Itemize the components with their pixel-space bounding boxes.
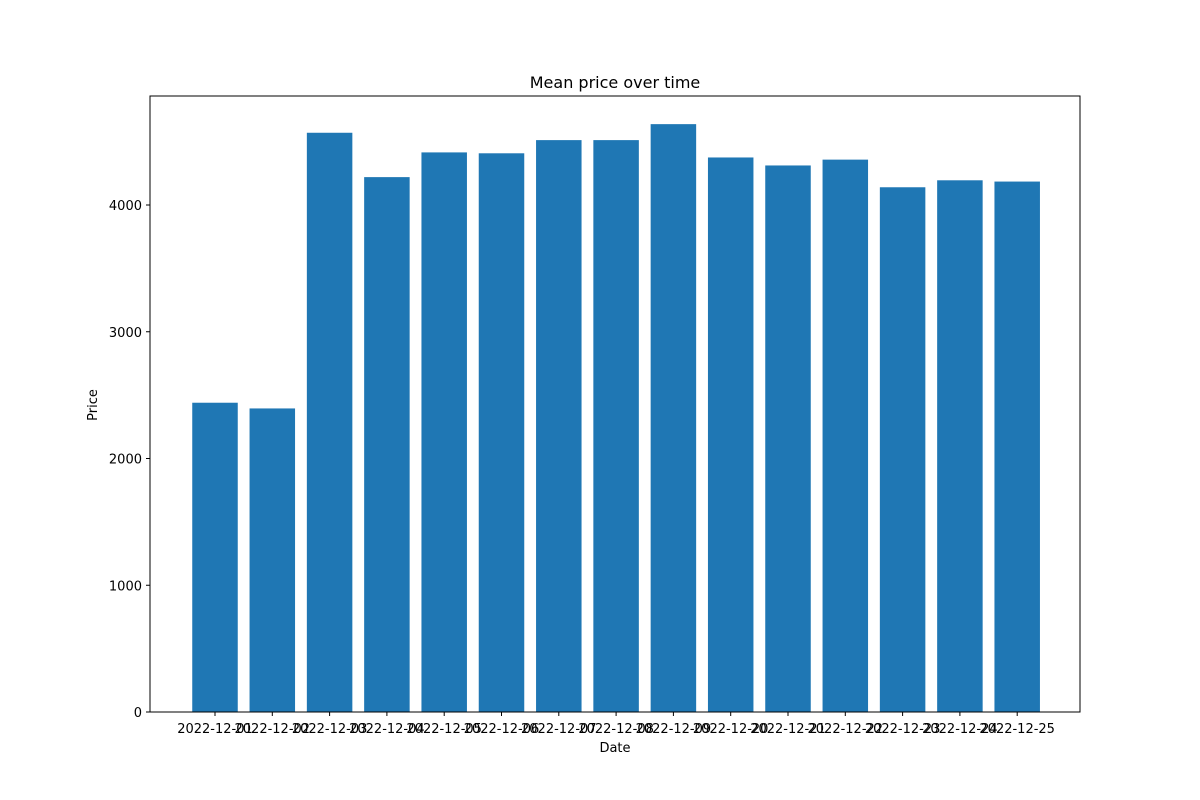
plot-frame [149, 95, 1081, 713]
y-tick-label: 1000 [109, 579, 142, 594]
bar-2022-12-04 [364, 177, 410, 712]
y-axis-ticks: 0 1000 2000 3000 4000 [109, 199, 150, 721]
x-tick-label: 2022-12-01 [177, 722, 253, 737]
x-tick-label: 2022-12-03 [292, 722, 368, 737]
x-tick-label: 2022-12-09 [636, 722, 712, 737]
x-tick-label: 2022-12-20 [693, 722, 769, 737]
chart-title: Mean price over time [530, 73, 701, 92]
x-tick-label: 2022-12-22 [808, 722, 884, 737]
bar-2022-12-25 [994, 181, 1040, 712]
bar-2022-12-22 [822, 159, 869, 712]
x-tick-label: 2022-12-21 [750, 722, 826, 737]
x-tick-label: 2022-12-24 [922, 722, 998, 737]
y-tick-label: 4000 [109, 199, 142, 214]
bar-2022-12-07 [536, 140, 582, 713]
y-tick-label: 0 [134, 706, 142, 721]
x-tick-label: 2022-12-23 [865, 722, 941, 737]
x-tick-label: 2022-12-08 [578, 722, 654, 737]
x-tick-label: 2022-12-05 [406, 722, 482, 737]
x-tick-label: 2022-12-07 [521, 722, 597, 737]
x-tick-label: 2022-12-04 [349, 722, 425, 737]
bar-2022-12-03 [306, 132, 353, 712]
bar-2022-12-24 [937, 180, 983, 713]
bar-2022-12-02 [249, 408, 296, 712]
bars-group [192, 124, 1040, 713]
bar-2022-12-09 [650, 124, 697, 712]
y-axis-label: Price [86, 389, 101, 421]
bar-2022-12-06 [478, 153, 525, 713]
x-axis-ticks: 2022-12-012022-12-022022-12-032022-12-04… [177, 712, 1055, 737]
x-tick-label: 2022-12-25 [979, 722, 1055, 737]
bar-2022-12-23 [879, 187, 926, 712]
x-tick-label: 2022-12-06 [464, 722, 540, 737]
x-tick-label: 2022-12-02 [235, 722, 311, 737]
y-tick-label: 2000 [109, 453, 142, 468]
x-axis-label: Date [599, 741, 630, 756]
bar-2022-12-01 [192, 402, 238, 712]
bar-2022-12-05 [421, 152, 467, 712]
y-tick-label: 3000 [109, 326, 142, 341]
bar-2022-12-21 [765, 165, 811, 712]
bar-2022-12-08 [593, 140, 639, 713]
bar-2022-12-20 [707, 157, 754, 713]
